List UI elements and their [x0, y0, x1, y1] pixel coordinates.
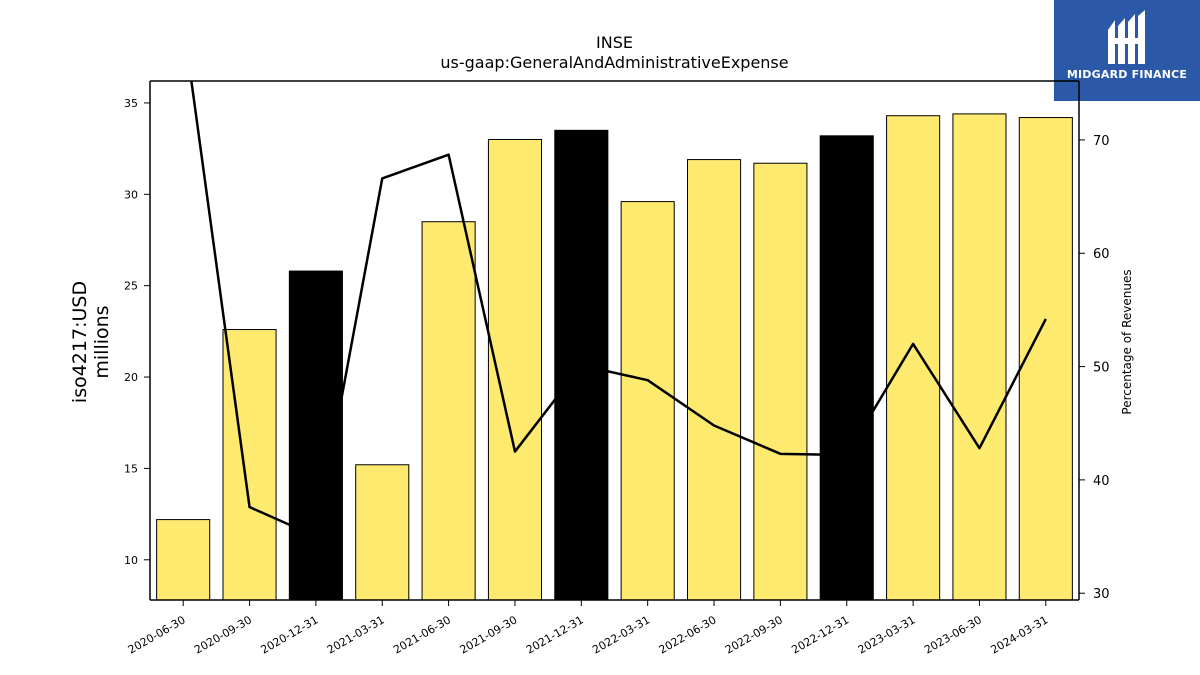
y-axis-label-left: iso4217:USD millions	[69, 281, 113, 403]
x-tick-label: 2022-06-30	[657, 613, 719, 656]
y-tick-label-right: 40	[1093, 474, 1110, 489]
series-line	[190, 81, 1047, 538]
x-tick-label: 2022-09-30	[723, 613, 785, 656]
x-tick-label: 2021-09-30	[458, 613, 520, 656]
bar	[620, 201, 675, 601]
y-tick-label-left: 35	[124, 97, 138, 110]
y-tick-label-left: 25	[124, 280, 138, 293]
y-tick-label-left: 10	[124, 554, 138, 567]
bar	[886, 115, 941, 601]
bar	[421, 221, 476, 601]
bar	[819, 135, 874, 601]
x-tick-label: 2020-06-30	[126, 613, 188, 656]
bar	[355, 464, 410, 601]
x-tick-label: 2023-03-31	[856, 613, 918, 656]
bar	[686, 159, 742, 601]
y-tick-label-right: 30	[1093, 587, 1110, 602]
x-tick-label: 2021-06-30	[391, 613, 453, 656]
y-tick-label-left: 30	[124, 188, 138, 201]
y-axis-label-line: iso4217:USD	[69, 280, 91, 404]
chart-subtitle: us-gaap:GeneralAndAdministrativeExpense	[440, 53, 789, 72]
bar	[156, 519, 211, 601]
midgard-logo-icon	[1108, 10, 1145, 64]
x-tick-label: 2024-03-31	[988, 613, 1050, 656]
x-tick-label: 2021-12-31	[524, 613, 586, 656]
bar	[952, 113, 1007, 601]
x-tick-label: 2021-03-31	[325, 613, 387, 656]
bar	[753, 162, 808, 601]
y-tick-label-left: 15	[124, 462, 138, 475]
y-tick-label-right: 60	[1093, 247, 1110, 262]
x-tick-label: 2022-12-31	[789, 613, 851, 656]
y-tick-label-left: 20	[124, 371, 138, 384]
y-axis-label-line: millions	[91, 305, 113, 379]
chart-title: INSE	[596, 33, 633, 52]
x-tick-label: 2020-12-31	[259, 613, 321, 656]
y-tick-label-right: 50	[1093, 361, 1110, 376]
x-tick-label: 2023-06-30	[922, 613, 984, 656]
x-tick-label: 2022-03-31	[590, 613, 652, 656]
y-axis-label-right: Percentage of Revenues	[1120, 269, 1134, 415]
bar	[1018, 117, 1073, 601]
y-tick-label-right: 70	[1093, 134, 1110, 149]
x-tick-label: 2020-09-30	[192, 613, 254, 656]
logo-text: MIDGARD FINANCE	[1066, 68, 1188, 81]
